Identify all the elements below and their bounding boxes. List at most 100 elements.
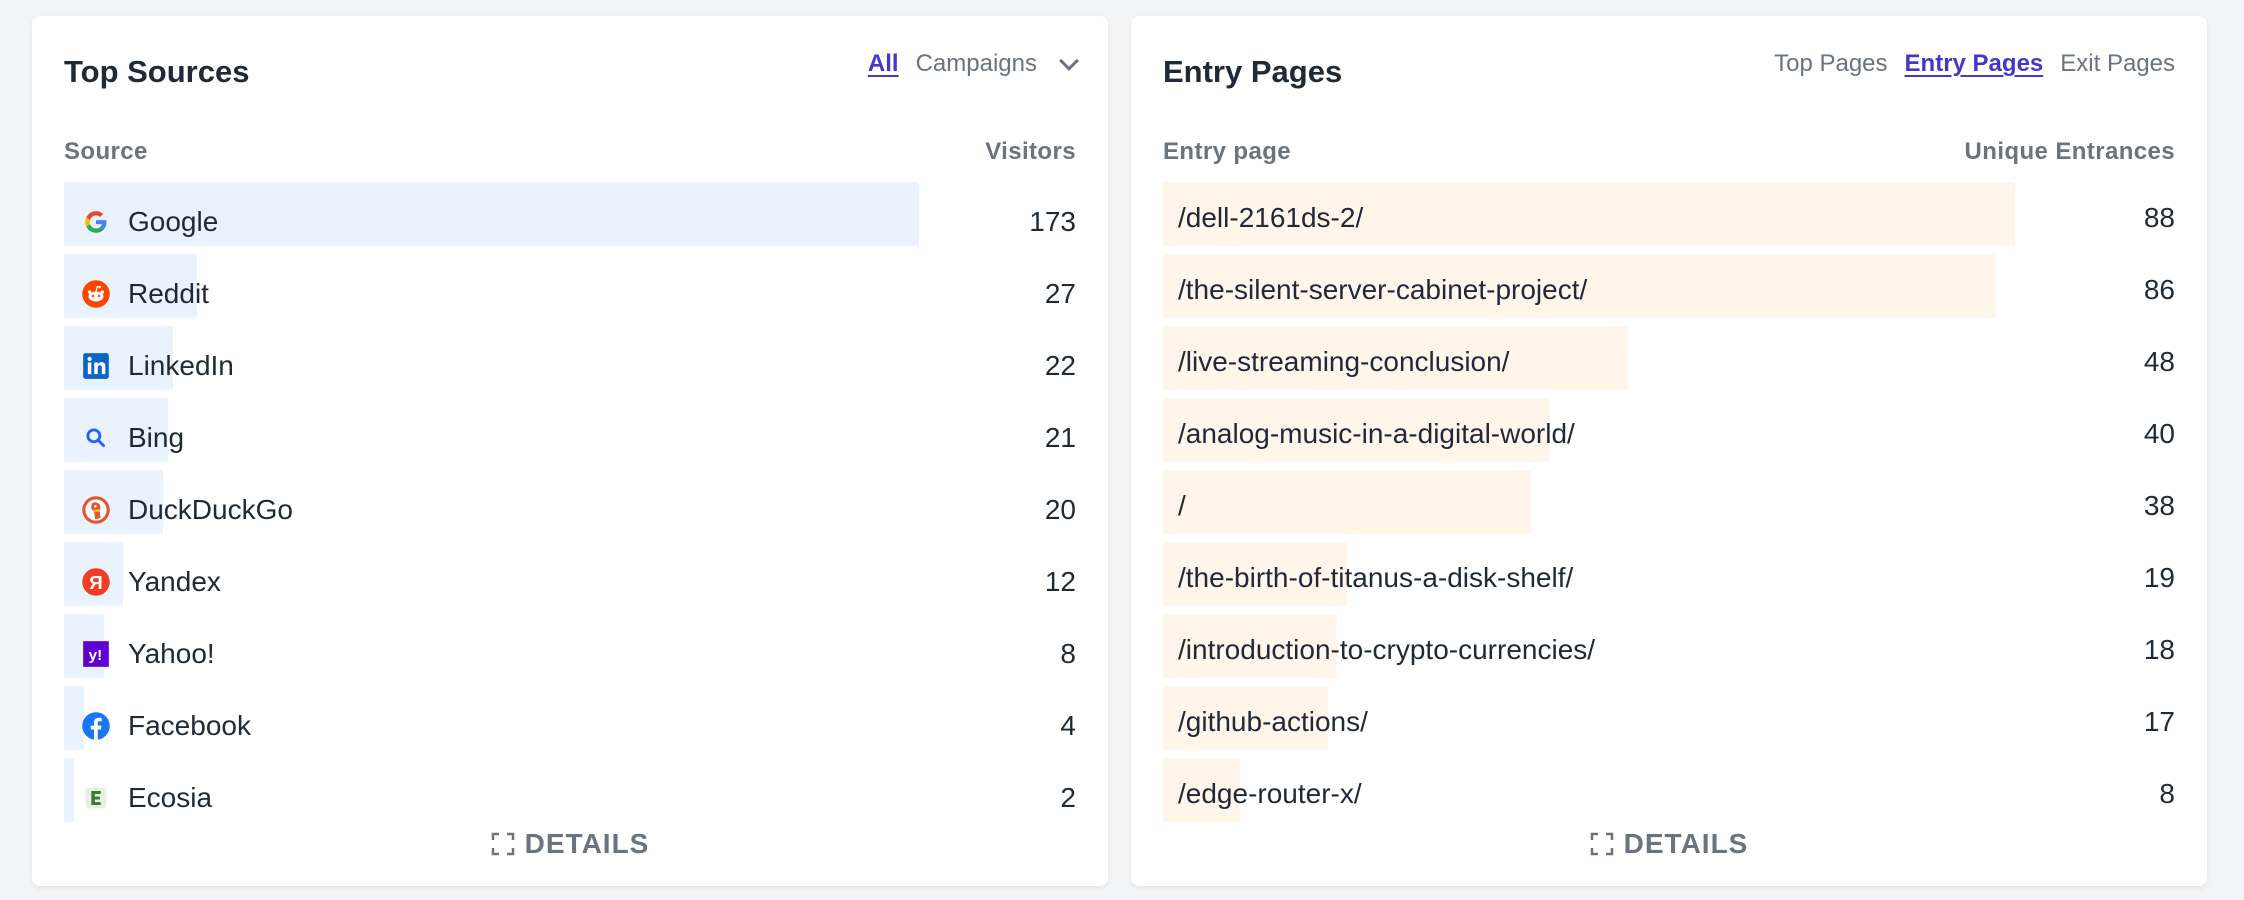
entrances-value: 88 (2143, 202, 2175, 233)
entry-page-label[interactable]: / (1178, 490, 1186, 521)
bing-search-icon (81, 423, 111, 453)
source-label: Yandex (128, 566, 221, 597)
tab-campaigns[interactable]: Campaigns (915, 50, 1037, 77)
sources-column-header: Source Visitors (64, 138, 1076, 166)
chevron-down-icon[interactable] (1059, 51, 1079, 71)
entrances-value: 17 (2143, 706, 2175, 737)
list-item[interactable]: Ecosia 2 (64, 758, 1076, 838)
visitors-bar (64, 686, 84, 750)
reddit-icon (81, 279, 111, 309)
list-item[interactable]: /live-streaming-conclusion/48 (1163, 326, 2175, 398)
visitors-value: 21 (1044, 422, 1076, 453)
source-label: Ecosia (128, 782, 213, 813)
entrances-bar (1163, 542, 1347, 606)
entry-page-label[interactable]: /live-streaming-conclusion/ (1178, 346, 1510, 377)
list-item[interactable]: / 38 (1163, 470, 2175, 542)
pages-column-header: Entry page Unique Entrances (1163, 138, 2175, 166)
list-item[interactable]: /the-birth-of-titanus-a-disk-shelf/19 (1163, 542, 2175, 614)
entrances-value: 48 (2143, 346, 2175, 377)
visitors-bar (64, 470, 163, 534)
column-entry-page: Entry page (1163, 138, 1292, 165)
list-item[interactable]: Я Yandex 12 (64, 542, 1076, 622)
visitors-value: 20 (1044, 494, 1076, 525)
entry-pages-card: Entry Pages Top Pages Entry Pages Exit P… (1131, 16, 2207, 886)
tab-all[interactable]: All (867, 50, 899, 77)
list-item[interactable]: DuckDuckGo 20 (64, 470, 1076, 550)
visitors-bar (64, 326, 173, 390)
entry-page-label[interactable]: /github-actions/ (1178, 706, 1368, 737)
list-item[interactable]: /analog-music-in-a-digital-world/40 (1163, 398, 2175, 470)
facebook-icon (81, 711, 111, 741)
entry-page-label[interactable]: /the-silent-server-cabinet-project/ (1178, 274, 1588, 305)
pages-tabs: Top Pages Entry Pages Exit Pages (1774, 50, 2175, 78)
visitors-bar (64, 182, 919, 246)
list-item[interactable]: Facebook 4 (64, 686, 1076, 766)
source-label: Google (128, 206, 219, 237)
entrances-bar (1163, 254, 1996, 318)
pages-details-button[interactable]: DETAILS (1131, 828, 2207, 860)
source-label: Yahoo! (128, 638, 215, 669)
list-item[interactable]: LinkedIn 22 (64, 326, 1076, 406)
list-item[interactable]: /the-silent-server-cabinet-project/86 (1163, 254, 2175, 326)
list-item[interactable]: Google 173 (64, 182, 1076, 262)
details-label: DETAILS (1623, 828, 1749, 859)
source-label: DuckDuckGo (128, 494, 293, 525)
yahoo-icon: y! (81, 639, 111, 669)
entrances-value: 19 (2143, 562, 2175, 593)
visitors-value: 173 (1029, 206, 1076, 237)
entry-pages-list: /dell-2161ds-2/88/the-silent-server-cabi… (1163, 182, 2175, 830)
entry-page-label[interactable]: /introduction-to-crypto-currencies/ (1178, 634, 1596, 665)
visitors-value: 2 (1060, 782, 1076, 813)
visitors-value: 8 (1060, 638, 1076, 669)
svg-text:y!: y! (89, 647, 102, 664)
entrances-bar (1163, 182, 2015, 246)
ecosia-icon (81, 783, 111, 813)
column-unique-entrances: Unique Entrances (1964, 138, 2175, 165)
column-source: Source (64, 138, 148, 165)
entrances-bar (1163, 686, 1328, 750)
sources-details-button[interactable]: DETAILS (32, 828, 1108, 860)
entrances-bar (1163, 614, 1337, 678)
tab-top-pages[interactable]: Top Pages (1774, 50, 1888, 77)
entrances-value: 18 (2143, 634, 2175, 665)
entry-page-label[interactable]: /dell-2161ds-2/ (1178, 202, 1364, 233)
list-item[interactable]: y! Yahoo! 8 (64, 614, 1076, 694)
entrances-value: 8 (2159, 778, 2175, 809)
top-sources-card: Top Sources All Campaigns Source Visitor… (32, 16, 1108, 886)
linkedin-icon (81, 351, 111, 381)
entrances-bar (1163, 326, 1628, 390)
entrances-value: 86 (2143, 274, 2175, 305)
sources-list: Google 173 Reddit 27 LinkedIn 22 Bing 21 DuckDuc… (64, 182, 1076, 838)
list-item[interactable]: /introduction-to-crypto-currencies/18 (1163, 614, 2175, 686)
source-label: Facebook (128, 710, 251, 741)
entry-pages-title: Entry Pages (1163, 54, 1343, 89)
list-item[interactable]: /dell-2161ds-2/88 (1163, 182, 2175, 254)
duckduckgo-icon (81, 495, 111, 525)
visitors-bar (64, 758, 74, 822)
source-label: LinkedIn (128, 350, 234, 381)
tab-exit-pages[interactable]: Exit Pages (2060, 50, 2175, 77)
entrances-value: 38 (2143, 490, 2175, 521)
expand-icon (1590, 832, 1614, 856)
google-icon (81, 207, 111, 237)
entry-page-label[interactable]: /edge-router-x/ (1178, 778, 1362, 809)
sources-tabs: All Campaigns (867, 50, 1079, 78)
expand-icon (491, 832, 515, 856)
entrances-bar (1163, 758, 1240, 822)
entry-page-label[interactable]: /the-birth-of-titanus-a-disk-shelf/ (1178, 562, 1574, 593)
entry-page-label[interactable]: /analog-music-in-a-digital-world/ (1178, 418, 1575, 449)
details-label: DETAILS (524, 828, 650, 859)
svg-text:Я: Я (89, 572, 102, 593)
visitors-value: 4 (1060, 710, 1076, 741)
column-visitors: Visitors (985, 138, 1076, 165)
source-label: Bing (128, 422, 185, 453)
list-item[interactable]: Bing 21 (64, 398, 1076, 478)
entrances-bar (1163, 398, 1550, 462)
list-item[interactable]: Reddit 27 (64, 254, 1076, 334)
yandex-icon: Я (81, 567, 111, 597)
tab-entry-pages[interactable]: Entry Pages (1904, 50, 2044, 77)
list-item[interactable]: /github-actions/17 (1163, 686, 2175, 758)
visitors-bar (64, 398, 168, 462)
entrances-value: 40 (2143, 418, 2175, 449)
list-item[interactable]: /edge-router-x/8 (1163, 758, 2175, 830)
